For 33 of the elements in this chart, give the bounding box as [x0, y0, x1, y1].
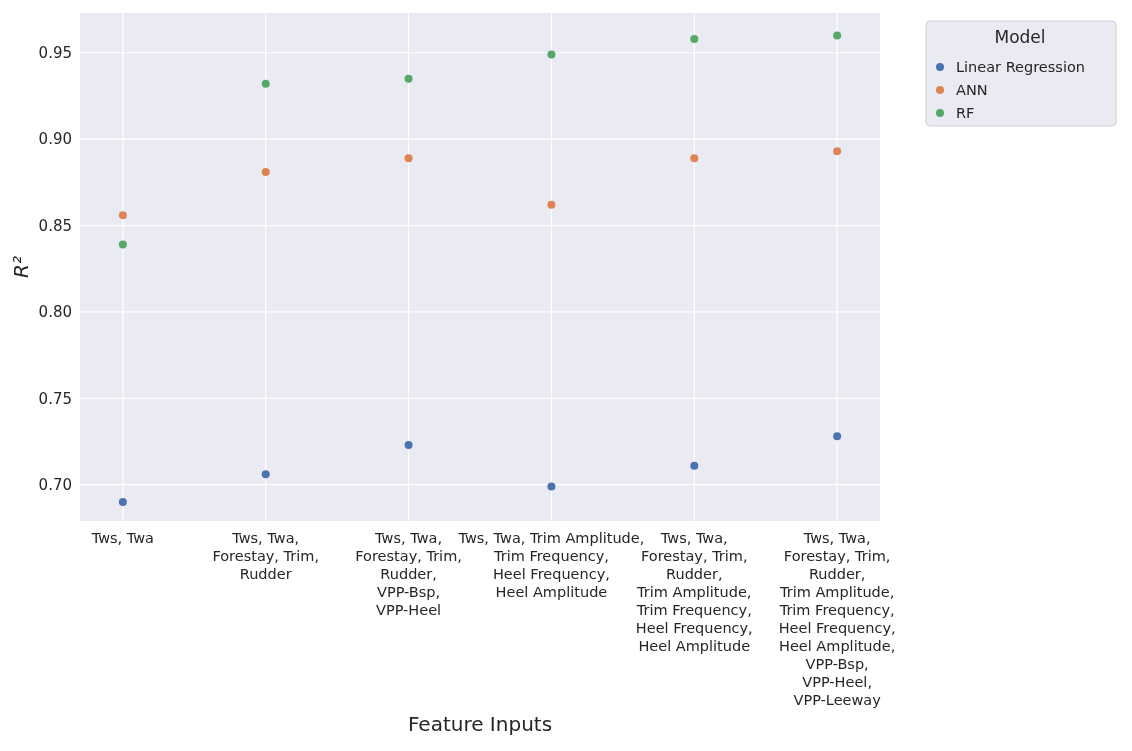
y-tick-label: 0.85 — [38, 216, 72, 235]
x-tick-label: Tws, Twa, Forestay, Trim, Rudder — [212, 530, 320, 582]
point — [547, 482, 556, 491]
y-tick-label: 0.80 — [38, 303, 72, 322]
y-tick-label: 0.95 — [38, 43, 72, 62]
y-axis-title: R² — [9, 256, 33, 278]
legend-label: ANN — [956, 82, 988, 99]
legend-label: RF — [956, 105, 975, 122]
x-axis-title: Feature Inputs — [407, 712, 553, 736]
point — [118, 497, 127, 506]
point — [690, 154, 699, 163]
point — [833, 147, 842, 156]
point — [261, 79, 270, 88]
point — [547, 200, 556, 209]
legend-title: Model — [994, 27, 1046, 47]
y-tick-label: 0.70 — [38, 475, 72, 494]
point — [547, 50, 556, 59]
point — [118, 211, 127, 220]
y-tick-label: 0.90 — [38, 130, 72, 149]
y-tick-label: 0.75 — [38, 389, 72, 408]
point — [690, 461, 699, 470]
point — [833, 31, 842, 40]
x-tick-label: Tws, Twa — [90, 530, 155, 546]
point — [404, 74, 413, 83]
point — [690, 34, 699, 43]
legend-label: Linear Regression — [956, 59, 1085, 76]
point — [833, 432, 842, 441]
point — [261, 167, 270, 176]
point — [118, 240, 127, 249]
point — [261, 470, 270, 479]
point — [404, 440, 413, 449]
category-label: Tws, Twa, Forestay, Trim, Rudder, Trim Amplitude, Trim Frequency, Heel Frequency, Heel Amplitude, VPP-Bsp, VPP-Heel, VPP-Leeway — [778, 530, 896, 708]
point — [404, 154, 413, 163]
